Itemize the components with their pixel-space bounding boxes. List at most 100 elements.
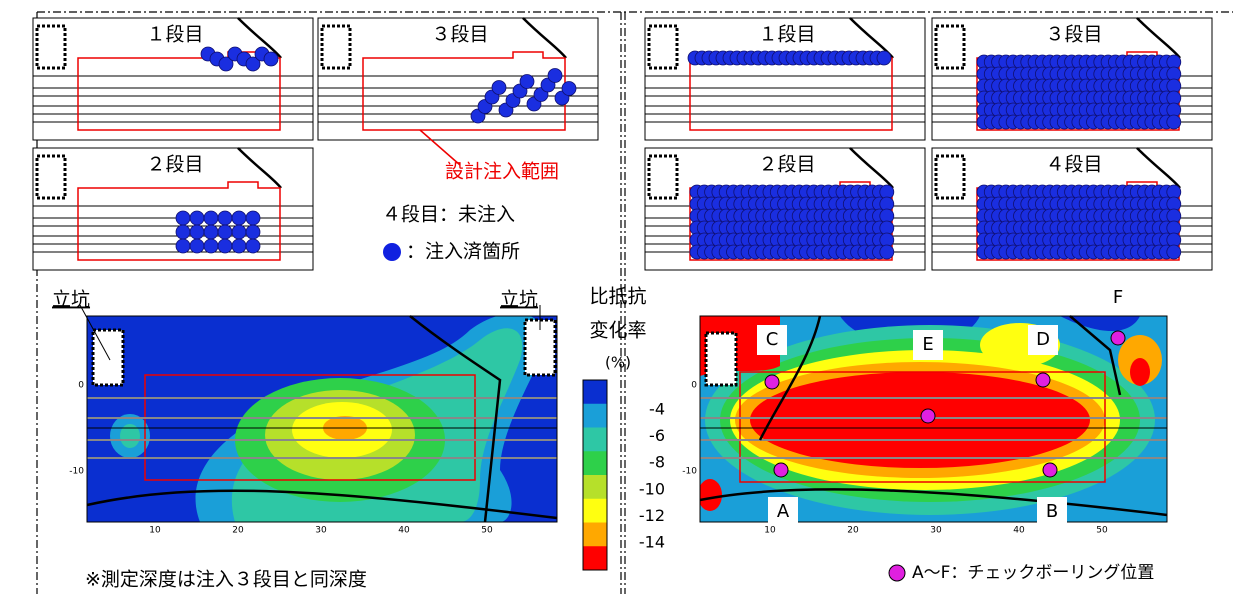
injected-dot (176, 225, 190, 239)
shaft-label: 立坑 (52, 289, 90, 311)
panel-label: ２段目 (758, 154, 815, 176)
panel: １段目 (645, 18, 925, 140)
figure: １段目 ３段目 ２段目 １段目 ３段目 ２段目 ４段目 設計注入範囲 ４段目：未注入 ：注入… (0, 0, 1233, 594)
colorbar-tick: -4 (649, 400, 665, 419)
injected-dot (204, 239, 218, 253)
colorbar-step (583, 404, 607, 428)
x-tick-label: 10 (149, 526, 161, 536)
injected-dot (264, 52, 278, 66)
panel: ２段目 (33, 148, 313, 270)
shaft (936, 156, 964, 198)
point-label: C (766, 329, 779, 350)
injected-dot (877, 51, 891, 65)
panels: １段目 ３段目 ２段目 １段目 ３段目 ２段目 ４段目 (33, 18, 1212, 270)
x-tick-label: 20 (232, 526, 244, 536)
injected-dot (246, 239, 260, 253)
colorbar-title: 比抵抗 (589, 286, 646, 308)
y-tick-label: -10 (682, 467, 697, 477)
colorbar-title: (%) (605, 354, 631, 372)
shaft (649, 26, 677, 68)
panel: ３段目 (932, 18, 1212, 140)
injected-dot (176, 211, 190, 225)
colorbar-tick: -10 (639, 479, 665, 498)
injected-dot (1167, 245, 1181, 259)
panel: ３段目 (318, 18, 598, 140)
panel: ４段目 (932, 148, 1212, 270)
y-tick-label: -10 (69, 467, 84, 477)
colorbar-title: 変化率 (589, 320, 646, 342)
colorbar-tick: -12 (639, 506, 665, 525)
injected-dot (1167, 115, 1181, 129)
boring-point (774, 463, 788, 477)
boring-point (921, 409, 935, 423)
injected-dot (246, 225, 260, 239)
x-tick-label: 30 (930, 526, 942, 536)
injected-dot (190, 239, 204, 253)
colorbar-step (583, 380, 607, 404)
colorbar-tick: -14 (639, 533, 665, 552)
injected-dot (246, 211, 260, 225)
x-tick-label: 20 (847, 526, 859, 536)
shaft (37, 26, 65, 68)
panel: １段目 (33, 18, 313, 140)
injected-dot (232, 211, 246, 225)
x-tick-label: 30 (315, 526, 327, 536)
design-range: 設計注入範囲 (445, 161, 559, 183)
colorbar: -4-6-8-10-12-14 (583, 380, 665, 570)
boring-point (1111, 331, 1125, 345)
y-tick-label: 0 (78, 381, 84, 391)
colorbar-step (583, 546, 607, 570)
injected-dot (880, 245, 894, 259)
injected-dot (190, 211, 204, 225)
injected-legend: ：注入済箇所 (406, 241, 520, 263)
colorbar-step (583, 523, 607, 547)
x-tick-label: 10 (764, 526, 776, 536)
boring-point (765, 375, 779, 389)
injected-dot (548, 69, 562, 83)
panel-label: ４段目 (1045, 154, 1102, 176)
panel-label: ３段目 (1045, 24, 1102, 46)
boring-point (1043, 463, 1057, 477)
stage4-note: ４段目：未注入 (382, 204, 515, 226)
x-tick-label: 50 (1096, 526, 1108, 536)
colorbar-step (583, 451, 607, 475)
x-tick-label: 50 (481, 526, 493, 536)
boring-point (1036, 373, 1050, 387)
legend-dot (383, 243, 401, 261)
x-tick-label: 40 (398, 526, 410, 536)
colorbar-step (583, 499, 607, 523)
legend-point (889, 565, 905, 581)
shaft (649, 156, 677, 198)
note: ※測定深度は注入３段目と同深度 (85, 569, 367, 591)
x-tick-label: 40 (1013, 526, 1025, 536)
point-label: F (1113, 287, 1123, 308)
injected-dot (520, 75, 534, 89)
injected-dot (204, 211, 218, 225)
injected-dot (204, 225, 218, 239)
point-legend: A～F：チェックボーリング位置 (912, 563, 1154, 583)
point-label: E (922, 334, 933, 355)
colorbar-step (583, 428, 607, 452)
injected-dot (218, 239, 232, 253)
injected-dot (218, 225, 232, 239)
shaft-label: 立坑 (500, 289, 538, 311)
injected-dot (492, 81, 506, 95)
shaft (322, 26, 350, 68)
point-label: A (777, 501, 790, 522)
colorbar-step (583, 475, 607, 499)
shaft (37, 156, 65, 198)
injected-dot (232, 239, 246, 253)
point-label: D (1036, 329, 1050, 350)
shaft (936, 26, 964, 68)
y-tick-label: 0 (691, 381, 697, 391)
point-label: B (1046, 501, 1058, 522)
injected-dot (218, 211, 232, 225)
injected-dot (176, 239, 190, 253)
panel-label: １段目 (146, 24, 203, 46)
injected-dot (232, 225, 246, 239)
panel: ２段目 (645, 148, 925, 270)
injected-dot (190, 225, 204, 239)
panel-label: ３段目 (431, 24, 488, 46)
panel-label: ２段目 (146, 154, 203, 176)
injected-dot (562, 82, 576, 96)
